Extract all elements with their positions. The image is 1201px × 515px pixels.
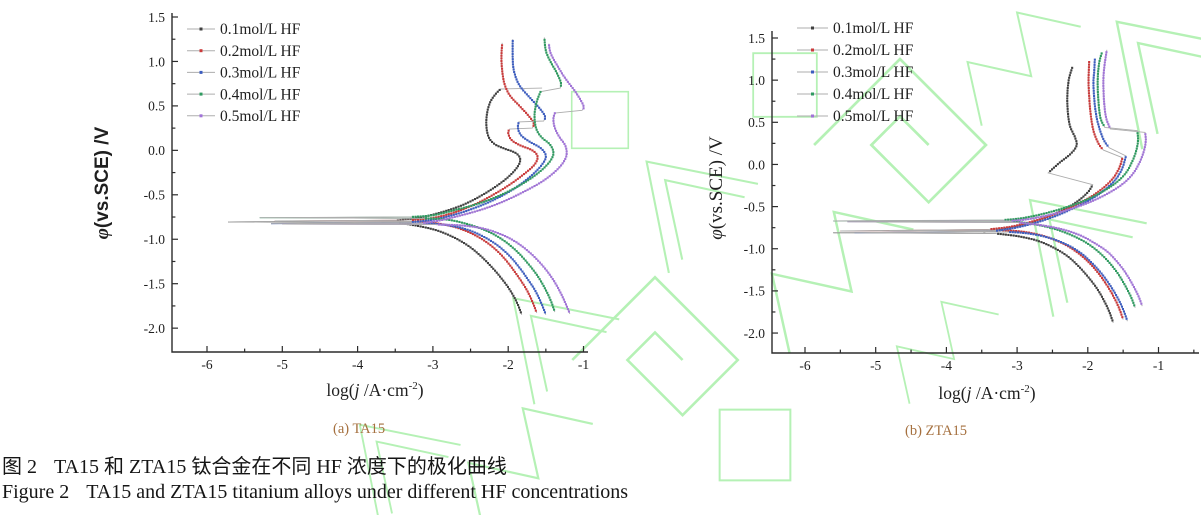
panel-label-a: (a) TA15 [333, 421, 386, 437]
ticks [172, 16, 585, 352]
legend-marker [811, 70, 814, 74]
y-tick-label: -1.5 [744, 284, 766, 299]
series-markers [411, 39, 547, 314]
legend-marker [199, 92, 203, 96]
chart-0: -6 -5 -4 -3 -2 -1 1.5 1.0 0.5 0.0 -0.5 -1.0 -1.5 -2.0… [92, 10, 589, 400]
y-tick-label: -1.5 [144, 277, 166, 292]
y-tick-label: -0.5 [144, 188, 166, 203]
x-tick-label: -1 [1153, 358, 1164, 373]
x-tick-label: -1 [578, 357, 589, 372]
x-tick-label: -6 [201, 357, 212, 372]
caption-english: Figure 2 TA15 and ZTA15 titanium alloys u… [2, 481, 628, 504]
series-0-4mol-L-HF [259, 37, 562, 313]
y-tick-label: 1.5 [148, 10, 165, 25]
y-tick-label: -2.0 [744, 326, 766, 341]
tick-labels: -6 -5 -4 -3 -2 -1 1.5 1.0 0.5 0.0 -0.5 -1.0 -1.5 -2.0 [744, 31, 1165, 373]
caption-en-text: TA15 and ZTA15 titanium alloys under dif… [86, 481, 629, 503]
axes [171, 13, 588, 353]
caption-zh-text: TA15 和 ZTA15 钛合金在不同 HF 浓度下的极化曲线 [54, 456, 507, 478]
legend-label: 0.1mol/L HF [220, 21, 301, 38]
y-tick-label: 1.0 [748, 73, 765, 88]
x-tick-label: -3 [427, 357, 438, 372]
legend-label: 0.5mol/L HF [220, 108, 301, 125]
legend: 0.1mol/L HF 0.2mol/L HF 0.3mol/L HF 0.4mol/… [187, 21, 301, 125]
legend-label: 0.5mol/L HF [833, 108, 914, 125]
y-tick-label: 0.0 [148, 143, 165, 158]
axes [771, 31, 1199, 354]
series-0-5mol-L-HF [282, 43, 585, 315]
x-tick-label: -3 [1011, 358, 1022, 373]
chart-1: -6 -5 -4 -3 -2 -1 1.5 1.0 0.5 0.0 -0.5 -1.0 -1.5 -2.0… [706, 20, 1199, 403]
x-tick-label: -5 [277, 357, 288, 372]
legend-label: 0.4mol/L HF [833, 86, 914, 103]
y-tick-label: -0.5 [744, 199, 766, 214]
tick-labels: -6 -5 -4 -3 -2 -1 1.5 1.0 0.5 0.0 -0.5 -1.0 -1.5 -2.0 [144, 10, 590, 372]
series-0-3mol-L-HF [270, 39, 547, 315]
legend-marker [811, 92, 814, 96]
series-0-2mol-L-HF [274, 42, 539, 314]
axis-lines [171, 13, 588, 353]
x-tick-label: -6 [799, 358, 810, 373]
legend-marker [199, 49, 203, 53]
y-tick-label: 0.5 [148, 99, 165, 114]
caption-en-number: Figure 2 [2, 481, 70, 503]
y-tick-label: -1.0 [144, 232, 166, 247]
x-tick-label: -4 [941, 358, 952, 373]
y-tick-label: 1.5 [748, 31, 765, 46]
legend-label: 0.3mol/L HF [220, 65, 301, 82]
series-markers [1011, 51, 1147, 305]
watermark-glyphs [358, 11, 1201, 515]
series-line [282, 43, 585, 315]
legend-marker [199, 114, 203, 118]
axis-lines [771, 31, 1199, 354]
legend-marker [811, 48, 814, 52]
x-tick-label: -5 [870, 358, 881, 373]
ticks [772, 37, 1195, 353]
legend-marker [199, 70, 203, 74]
legend-marker [811, 26, 814, 30]
x-tick-label: -2 [503, 357, 514, 372]
legend-label: 0.3mol/L HF [833, 64, 914, 81]
series-markers [411, 38, 562, 311]
series-0-4mol-L-HF [833, 52, 1140, 308]
y-tick-label: 1.0 [148, 54, 165, 69]
x-tick-label: -2 [1082, 358, 1093, 373]
panel-label-b: (b) ZTA15 [905, 423, 968, 439]
legend-marker [199, 27, 203, 31]
caption-chinese: 图 2 TA15 和 ZTA15 钛合金在不同 HF 浓度下的极化曲线 [2, 450, 507, 479]
legend-label: 0.2mol/L HF [220, 43, 301, 60]
x-tick-label: -4 [352, 357, 363, 372]
series-0-1mol-L-HF [833, 66, 1114, 324]
legend-label: 0.2mol/L HF [833, 42, 914, 59]
caption-zh-number: 图 2 [2, 456, 37, 478]
series-0-5mol-L-HF [847, 49, 1147, 307]
y-tick-label: -1.0 [744, 242, 766, 257]
series-0-3mol-L-HF [854, 58, 1128, 322]
y-tick-label: 0.5 [748, 115, 765, 130]
y-tick-label: 0.0 [748, 157, 765, 172]
series-markers [996, 58, 1128, 320]
series-line [833, 67, 1114, 324]
x-axis-title: log(j /A·cm-2) [938, 383, 1035, 403]
series-line [274, 42, 539, 314]
series-markers [423, 44, 585, 313]
y-tick-label: -2.0 [144, 321, 166, 336]
legend-marker [811, 114, 814, 118]
x-axis-title: log(j /A·cm-2) [326, 380, 423, 400]
legend-label: 0.1mol/L HF [833, 20, 914, 37]
legend-label: 0.4mol/L HF [220, 86, 301, 103]
legend: 0.1mol/L HF 0.2mol/L HF 0.3mol/L HF 0.4mol/… [797, 20, 914, 125]
y-axis-title: φ(vs.SCE) /V [706, 136, 727, 240]
y-axis-title: φ(vs.SCE) /V [92, 126, 113, 239]
